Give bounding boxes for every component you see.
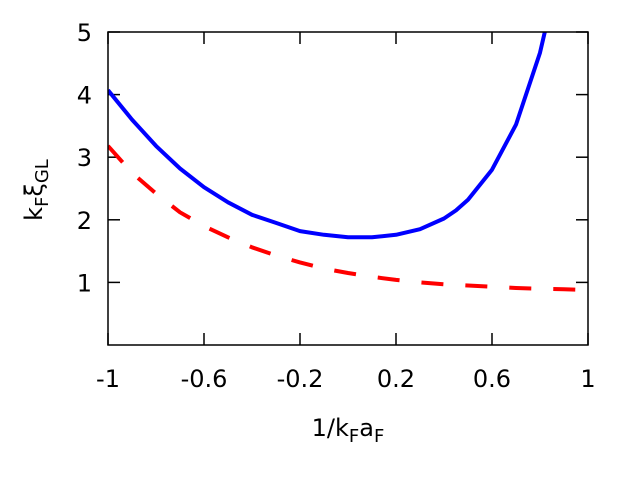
axis-tick-labels: -1 -0.6 -0.2 0.2 0.6 1 1 2 3 4 5 bbox=[77, 19, 596, 393]
plot-frame bbox=[107, 31, 589, 346]
data-series bbox=[108, 32, 588, 292]
y-axis-label: kFξGL bbox=[20, 159, 53, 221]
x-tick-label: -0.2 bbox=[277, 365, 324, 393]
solid-blue-curve bbox=[108, 32, 547, 240]
x-tick-label: 0.6 bbox=[473, 365, 511, 393]
x-tick-label: -0.6 bbox=[181, 365, 228, 393]
x-tick-label: 1 bbox=[580, 365, 595, 393]
y-tick-label: 1 bbox=[77, 269, 92, 297]
y-tick-label: 4 bbox=[77, 82, 92, 110]
y-tick-label: 2 bbox=[77, 207, 92, 235]
x-axis-label: 1/kFaF bbox=[312, 414, 385, 447]
y-tick-label: 5 bbox=[77, 19, 92, 47]
x-tick-label: -1 bbox=[96, 365, 120, 393]
y-tick-label: 3 bbox=[77, 144, 92, 172]
x-tick-label: 0.2 bbox=[377, 365, 415, 393]
dashed-red-curve bbox=[108, 144, 588, 292]
